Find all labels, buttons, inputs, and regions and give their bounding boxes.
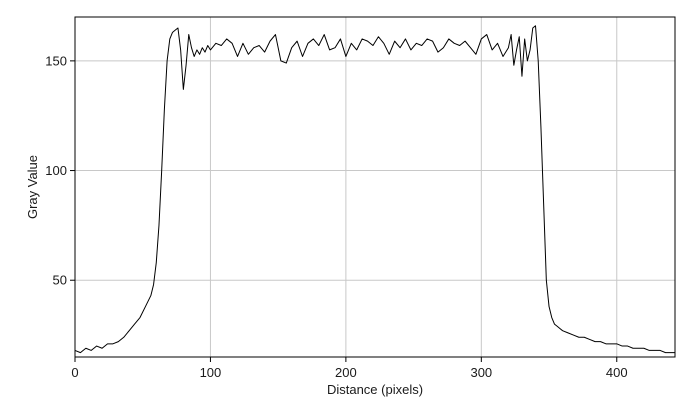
x-tick-label: 300	[470, 365, 492, 380]
y-tick-label: 50	[53, 273, 67, 288]
y-tick-label: 150	[45, 53, 67, 68]
y-axis-label: Gray Value	[25, 155, 40, 219]
tick-labels: 0 100 200 300 400 50 100 150	[45, 53, 627, 380]
x-tick-label: 0	[71, 365, 78, 380]
profile-line	[74, 25, 675, 354]
y-tick-label: 100	[45, 163, 67, 178]
x-axis-label: Distance (pixels)	[327, 382, 423, 397]
x-tick-label: 400	[606, 365, 628, 380]
x-tick-label: 200	[335, 365, 357, 380]
x-tick-label: 100	[200, 365, 222, 380]
grid	[75, 17, 675, 357]
series-group	[74, 25, 675, 354]
axis-ticks	[70, 60, 618, 362]
plot-area-border	[74, 16, 676, 358]
